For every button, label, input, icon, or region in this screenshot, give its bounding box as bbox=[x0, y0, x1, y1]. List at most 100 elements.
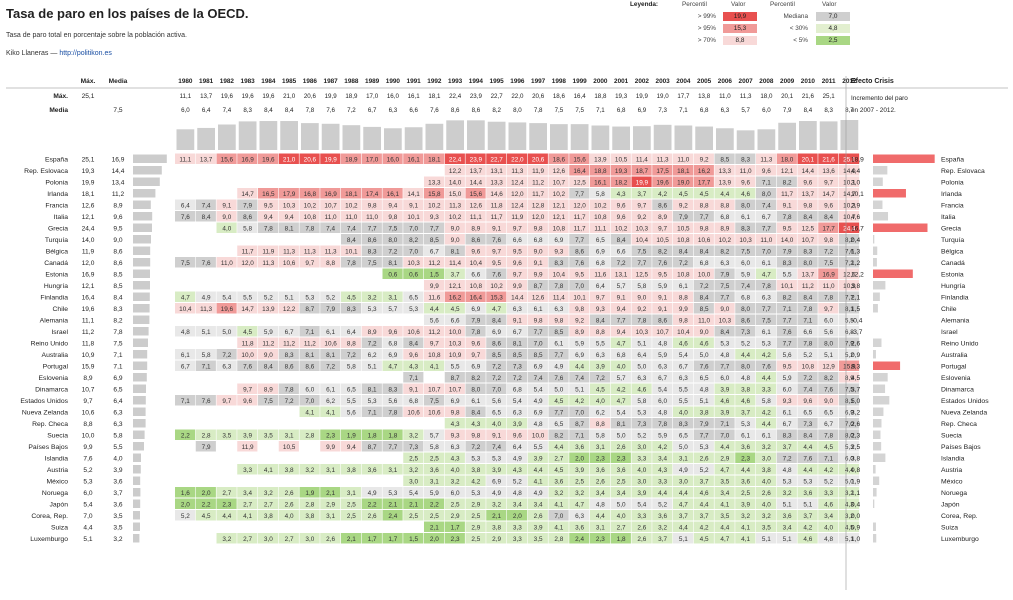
heat-cell bbox=[776, 521, 797, 532]
max-row-value: 20,6 bbox=[304, 93, 317, 100]
heat-cell-value: 11,7 bbox=[242, 249, 254, 256]
heat-cell-value: 8,4 bbox=[803, 433, 812, 440]
heat-cell-value: 4,2 bbox=[658, 444, 667, 451]
heat-cell bbox=[797, 291, 818, 302]
heat-cell-value: 5,0 bbox=[617, 433, 626, 440]
heat-cell-value: 15,6 bbox=[221, 157, 234, 164]
heat-cell-value: 10,3 bbox=[449, 341, 462, 348]
heat-cell bbox=[444, 303, 465, 314]
heat-cell-value: 5,9 bbox=[658, 433, 667, 440]
heat-cell bbox=[735, 452, 756, 463]
country-label-right: Suiza bbox=[941, 525, 958, 532]
heat-cell-value: 2,6 bbox=[285, 490, 294, 497]
heat-cell-value: 4,1 bbox=[534, 479, 543, 486]
heat-cell-value: 6,1 bbox=[741, 214, 750, 221]
heat-cell-value: 9,4 bbox=[347, 444, 356, 451]
heat-cell-value: 3,5 bbox=[720, 513, 729, 520]
heat-cell-value: 6,1 bbox=[783, 410, 792, 417]
heat-cell bbox=[693, 533, 714, 544]
heat-cell-value: 9,2 bbox=[637, 214, 646, 221]
heat-cell-value: 10,3 bbox=[283, 203, 296, 210]
heat-cell bbox=[444, 441, 465, 452]
legend-label: Mediana bbox=[783, 13, 808, 20]
heat-cell bbox=[216, 303, 237, 314]
heat-cell-value: 3,9 bbox=[513, 421, 522, 428]
heat-cell bbox=[818, 418, 839, 429]
heat-cell-value: 3,3 bbox=[824, 490, 833, 497]
heat-cell-value: 6,3 bbox=[554, 306, 563, 313]
heat-cell-value: 7,7 bbox=[554, 410, 563, 417]
heat-cell bbox=[652, 303, 673, 314]
country-label: Estonia bbox=[45, 272, 68, 279]
heat-cell-value: 4,8 bbox=[783, 467, 792, 474]
media-row-value: 8,6 bbox=[472, 107, 481, 114]
heat-cell-value: 2,2 bbox=[181, 433, 190, 440]
heat-cell-value: 4,3 bbox=[845, 502, 854, 509]
heat-cell bbox=[714, 429, 735, 440]
heat-cell-value: 11,2 bbox=[283, 341, 295, 348]
country-label-right: España bbox=[941, 157, 964, 164]
heat-cell bbox=[486, 280, 507, 291]
heat-cell bbox=[631, 211, 652, 222]
heat-cell bbox=[548, 280, 569, 291]
heat-cell bbox=[839, 418, 860, 429]
heat-cell-value: 3,4 bbox=[617, 490, 626, 497]
country-label: Corea, Rep. bbox=[31, 513, 68, 520]
heat-cell bbox=[569, 475, 590, 486]
heat-cell-value: 4,8 bbox=[824, 536, 833, 543]
heat-cell-value: 7,6 bbox=[492, 237, 501, 244]
heat-cell-value: 4,6 bbox=[803, 536, 812, 543]
heat-cell bbox=[444, 176, 465, 187]
country-label: Países Bajos bbox=[28, 444, 68, 451]
heat-cell-value: 14,1 bbox=[407, 191, 420, 198]
heat-cell-value: 3,3 bbox=[762, 387, 771, 394]
heat-cell-value: 8,6 bbox=[492, 341, 501, 348]
heat-cell-value: 3,0 bbox=[637, 444, 646, 451]
heat-cell bbox=[631, 533, 652, 544]
heat-cell bbox=[735, 280, 756, 291]
heat-cell-value: 6,4 bbox=[596, 283, 605, 290]
heat-cell-value: 7,0 bbox=[409, 226, 418, 233]
efecto-bar bbox=[873, 499, 875, 508]
efecto-bar bbox=[873, 235, 875, 244]
heat-cell bbox=[195, 291, 216, 302]
country-media: 16,9 bbox=[112, 157, 125, 164]
heat-cell bbox=[507, 245, 528, 256]
heat-cell bbox=[424, 475, 445, 486]
media-mini-bar bbox=[133, 453, 141, 462]
heat-cell-value: 4,5 bbox=[679, 191, 688, 198]
heat-cell-value: 6,3 bbox=[596, 352, 605, 359]
heat-cell-value: 6,1 bbox=[762, 433, 771, 440]
heat-cell-value: 9,9 bbox=[326, 444, 335, 451]
heat-cell bbox=[382, 211, 403, 222]
heat-cell-value: 23,9 bbox=[470, 157, 483, 164]
heat-cell bbox=[278, 291, 299, 302]
heat-cell-value: 9,0 bbox=[534, 249, 543, 256]
heat-cell-value: 11,3 bbox=[325, 249, 337, 256]
heat-cell-value: 8,0 bbox=[803, 260, 812, 267]
heat-cell-value: 7,6 bbox=[803, 456, 812, 463]
country-label: México bbox=[46, 479, 68, 486]
heat-cell bbox=[590, 498, 611, 509]
country-label: Rep. Checa bbox=[32, 421, 68, 428]
efecto-value: 2,1 bbox=[851, 295, 860, 302]
heat-cell bbox=[735, 475, 756, 486]
heat-cell-value: 9,8 bbox=[679, 318, 688, 325]
heat-cell bbox=[839, 268, 860, 279]
heat-cell bbox=[590, 429, 611, 440]
heat-cell-value: 7,8 bbox=[783, 214, 792, 221]
heat-cell bbox=[590, 211, 611, 222]
country-label-right: Finlandia bbox=[941, 295, 969, 302]
heat-cell-value: 7,1 bbox=[824, 456, 833, 463]
heat-cell-value: 4,3 bbox=[409, 364, 418, 371]
heat-cell bbox=[424, 383, 445, 394]
heat-cell-value: 3,6 bbox=[803, 490, 812, 497]
source-link[interactable]: http://politikon.es bbox=[59, 50, 112, 57]
heat-cell-value: 3,4 bbox=[658, 456, 667, 463]
country-label: Australia bbox=[42, 352, 69, 359]
max-row-value: 19,9 bbox=[325, 93, 338, 100]
heat-cell-value: 5,6 bbox=[824, 329, 833, 336]
heat-cell bbox=[839, 475, 860, 486]
heat-cell-value: 7,5 bbox=[181, 260, 190, 267]
heat-cell bbox=[216, 429, 237, 440]
